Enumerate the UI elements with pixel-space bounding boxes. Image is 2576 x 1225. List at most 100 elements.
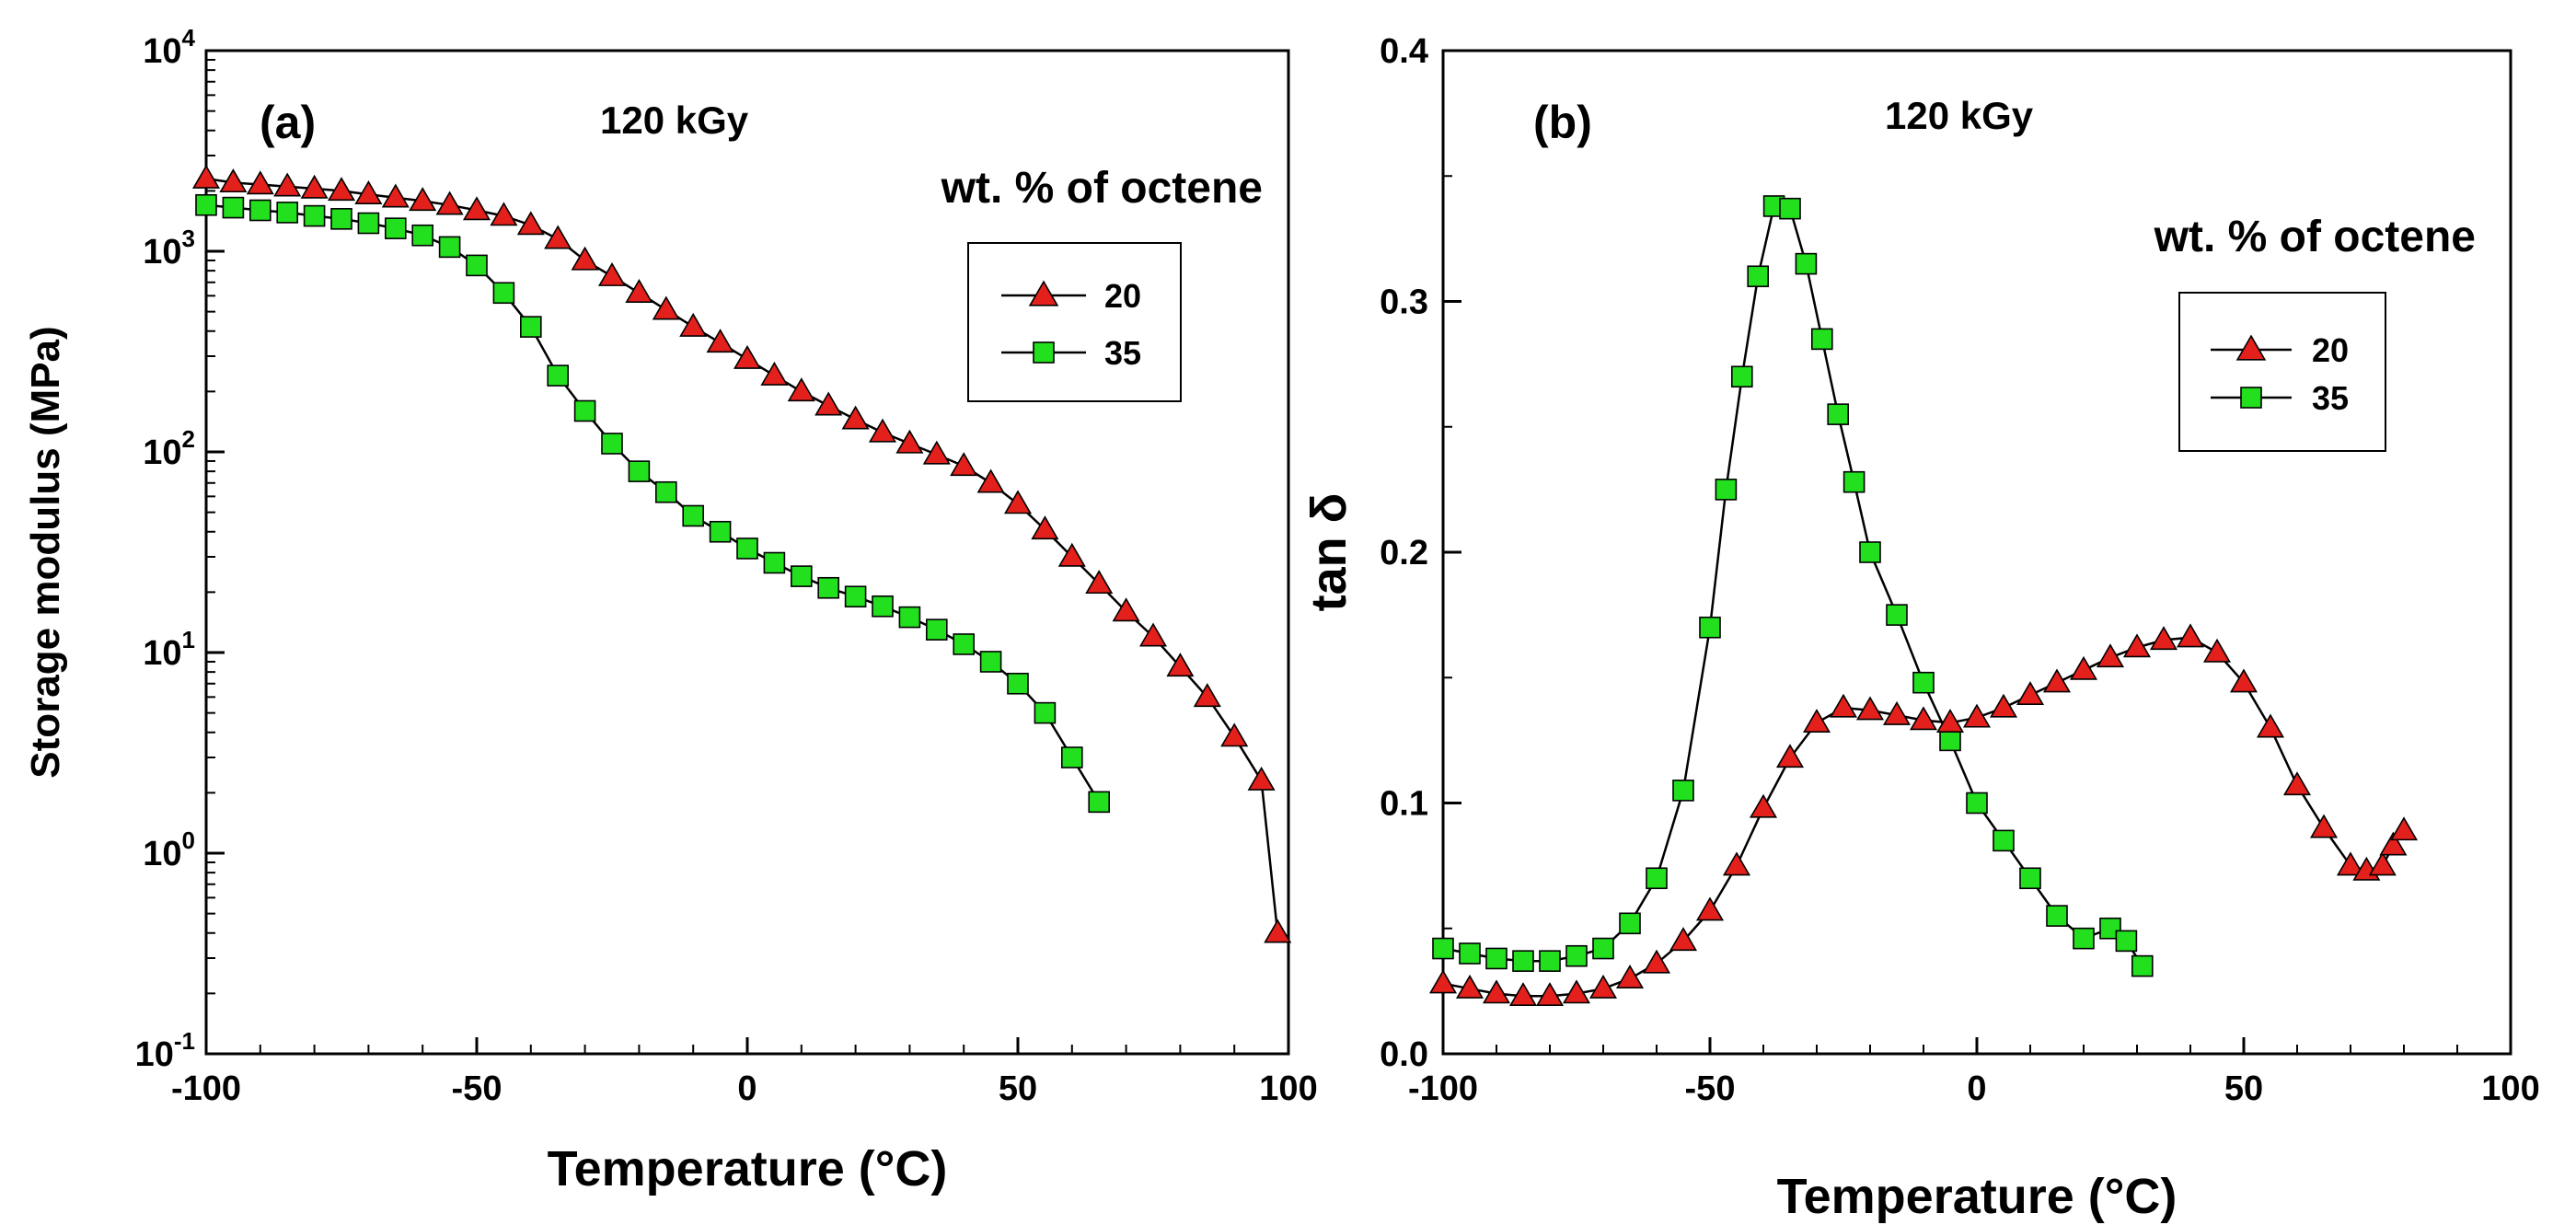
- panel-b-series-35-point: [1827, 403, 1849, 425]
- panel-a-series-20-point: [1003, 490, 1033, 514]
- panel-a-series-35-point: [303, 204, 326, 227]
- panel-a-legend-marker-20-shape: [1028, 280, 1059, 306]
- panel-a-series-20-point: [1264, 919, 1292, 943]
- panel-a-y-tick-label: 101: [143, 626, 195, 673]
- panel-b-legend-label-20: 20: [2312, 331, 2349, 369]
- panel-a-legend: 20 35: [967, 242, 1182, 402]
- panel-a-series-20-point: [219, 168, 248, 193]
- panel-b-series-20-point: [1562, 979, 1591, 1004]
- panel-a-series-35-point: [953, 633, 975, 655]
- panel-a-series-20-point: [1247, 766, 1276, 791]
- panel-b-series-20-point: [1615, 965, 1645, 988]
- panel-a-x-ticks: -100 -50 0 50 100: [171, 1037, 1318, 1108]
- panel-a-series-35-point: [709, 520, 732, 543]
- panel-b-series-20-point: [1749, 793, 1778, 818]
- panel-b-series-35-point: [1539, 950, 1561, 972]
- panel-a-series-20-point: [1112, 597, 1140, 622]
- panel-a-series-20-point: [706, 329, 734, 353]
- panel-b-y-tick-label: 0.2: [1380, 534, 1428, 572]
- panel-b-series-20-point: [2149, 626, 2178, 651]
- panel-a-chart: -100 -50 0 50 100 10-1 100 101 102 103 104 (a) 12…: [23, 24, 1318, 1196]
- panel-a-series-35-point: [1007, 672, 1029, 695]
- panel-a-series-20-point: [571, 246, 599, 271]
- panel-a-series-35-point: [222, 196, 245, 219]
- panel-a-y-tick-label: 100: [143, 826, 195, 873]
- panel-b-x-tick-label: -100: [1408, 1069, 1478, 1108]
- panel-b-series-20-point: [1722, 851, 1751, 876]
- panel-a-series-35-polyline: [205, 203, 1101, 803]
- panel-b-series-20-markers: [1428, 623, 2419, 1007]
- panel-b-series-35-point: [1646, 867, 1668, 890]
- panel-a-series-35-point: [925, 618, 948, 641]
- panel-a-series-20-point: [868, 418, 897, 443]
- panel-a-series-35-point: [1061, 746, 1083, 769]
- panel-a-series-35-point: [654, 480, 677, 503]
- panel-b-x-tick-label: 50: [2224, 1069, 2263, 1108]
- panel-a-series-20-point: [976, 468, 1005, 493]
- panel-b-series-35-point: [2115, 930, 2138, 953]
- panel-a-legend-title: wt. % of octene: [941, 164, 1263, 213]
- panel-a-series-35-point: [736, 537, 758, 560]
- panel-b-series-20-point: [2016, 681, 2045, 706]
- panel-b-series-20-point: [1989, 693, 2018, 718]
- panel-b-legend-marker-35-shape: [2240, 387, 2262, 409]
- panel-a-series-35-point: [384, 217, 407, 239]
- panel-b-series-35-point: [1842, 470, 1866, 493]
- panel-b-y-tick-label: 0.1: [1380, 785, 1428, 824]
- panel-a-y-tick-label: 102: [143, 425, 195, 472]
- panel-b-series-20-point: [1588, 974, 1618, 999]
- panel-a-series-35-point: [1034, 701, 1057, 724]
- panel-b-series-20-point: [2309, 814, 2339, 838]
- panel-a-series-20-point: [191, 164, 221, 189]
- panel-b-series-20-point: [1882, 700, 1912, 725]
- panel-b-series-35-point: [2046, 905, 2068, 927]
- panel-b-y-axis-label: tan δ: [1301, 493, 1357, 612]
- panel-a-series-35-point: [601, 433, 623, 455]
- panel-a-series-35-line: [205, 203, 1101, 803]
- panel-b-series-35-point: [1619, 912, 1641, 935]
- panel-b-series-20-point: [2176, 623, 2205, 648]
- panel-a-series-35-point: [357, 212, 380, 235]
- panel-b-series-20-point: [1535, 982, 1565, 1007]
- panel-b-series-35-point: [1779, 197, 1801, 220]
- panel-b-x-tick-label: -50: [1685, 1069, 1736, 1108]
- panel-a-series-20-point: [733, 344, 762, 369]
- panel-a-series-20-point: [1031, 515, 1059, 540]
- panel-b-series-35-point: [2019, 867, 2041, 890]
- panel-b-series-35-line: [1442, 204, 2143, 967]
- panel-b-series-35-point: [2073, 927, 2095, 950]
- panel-b-series-35-markers: [1432, 195, 2154, 977]
- panel-b-series-20-point: [1802, 709, 1831, 734]
- panel-b-legend-box: [2178, 292, 2386, 452]
- panel-a-series-20-point: [273, 172, 302, 197]
- panel-a-y-tick-label: 10-1: [135, 1027, 195, 1074]
- panel-a-legend-label-20: 20: [1104, 277, 1141, 315]
- panel-b-y-ticks: 0.0 0.1 0.2 0.3 0.4: [1380, 32, 1461, 1074]
- panel-b-x-tick-label: 100: [2481, 1069, 2539, 1108]
- panel-a-series-20-point: [922, 440, 951, 465]
- panel-b-condition-label: 120 kGy: [1885, 94, 2034, 137]
- panel-b-legend: 20 35: [2178, 292, 2386, 452]
- panel-a-series-35-point: [872, 595, 894, 618]
- panel-a-series-35-point: [844, 585, 867, 608]
- panel-a-series-35-point: [817, 576, 840, 599]
- panel-b-series-20-point: [1935, 709, 1965, 734]
- panel-b-series-20-point: [1455, 974, 1484, 999]
- panel-b-series-35-point: [1747, 265, 1769, 288]
- panel-a-series-20-point: [381, 183, 410, 208]
- panel-a-y-axis-label: Storage modulus (MPa): [23, 326, 68, 778]
- panel-a-series-20-point: [787, 377, 815, 402]
- panel-b-label: (b): [1533, 97, 1592, 148]
- panel-b-legend-marker-35: [2240, 387, 2262, 409]
- panel-b-x-ticks: -100 -50 0 50 100: [1408, 1037, 2540, 1108]
- panel-b-series-20-point: [1829, 693, 1858, 718]
- panel-a-series-20-point: [652, 295, 680, 320]
- panel-a-series-20-point: [516, 211, 545, 236]
- panel-b-series-35-point: [1859, 541, 1881, 563]
- panel-a-x-tick-label: 100: [1259, 1069, 1317, 1108]
- panel-b-series-35-polyline: [1442, 204, 2143, 967]
- panel-b-legend-title: wt. % of octene: [2154, 213, 2476, 261]
- panel-b-series-35-point: [1939, 729, 1961, 752]
- panel-a-series-20-point: [435, 191, 464, 215]
- panel-a-series-20-markers: [191, 164, 1292, 943]
